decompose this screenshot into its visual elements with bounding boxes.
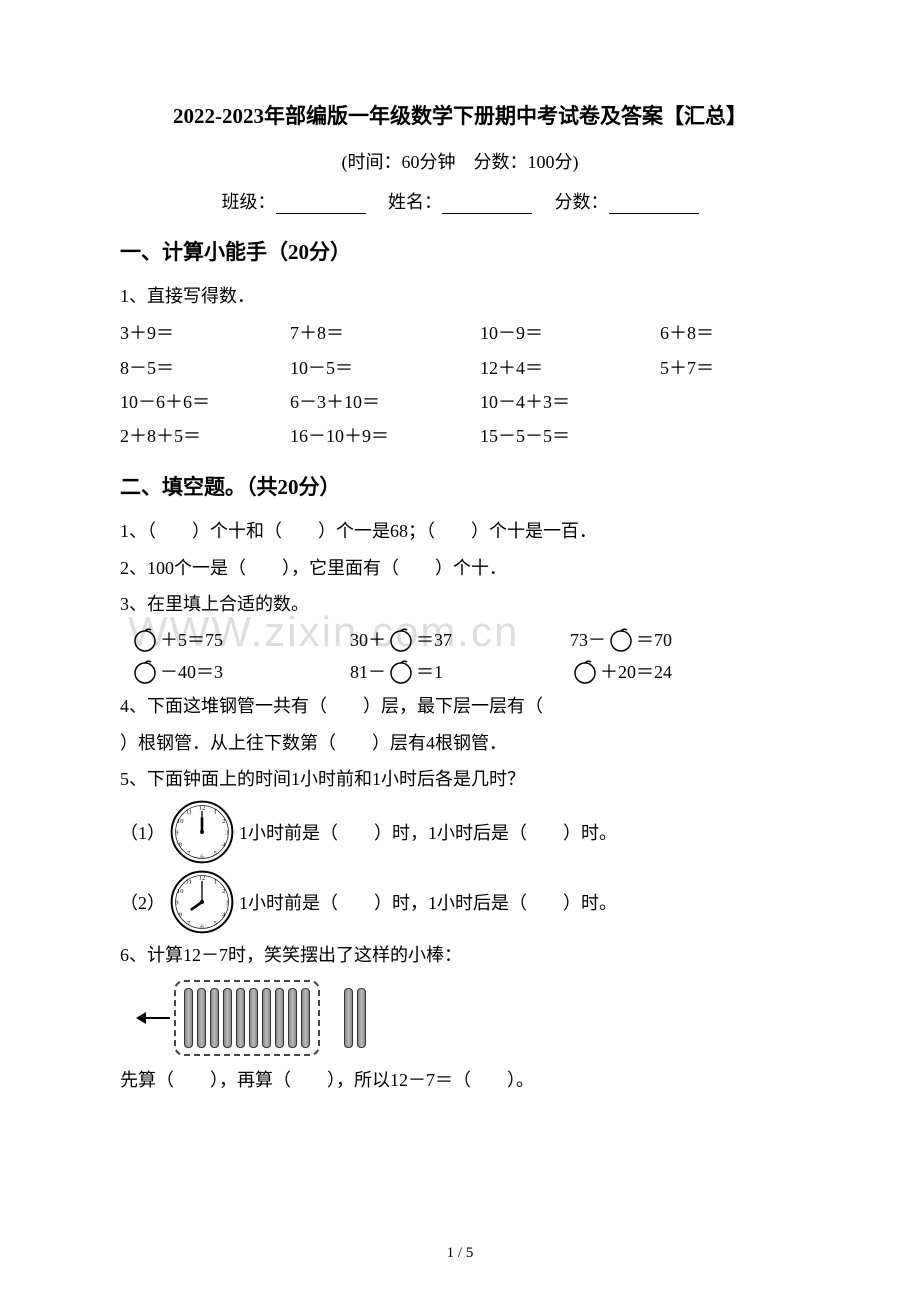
svg-text:1: 1	[214, 809, 217, 816]
stick-icon	[288, 988, 297, 1048]
s2-q6-ans: 先算（ ），再算（ ），所以12－7＝（ ）。	[120, 1064, 800, 1096]
stick-icon	[197, 988, 206, 1048]
svg-text:10: 10	[177, 818, 184, 825]
s2-q5: 5、下面钟面上的时间1小时前和1小时后各是几时？	[120, 763, 800, 795]
q5-1-text: 1小时前是（ ）时，1小时后是（ ）时。	[239, 819, 617, 845]
clock-icon-12: 1212 345 678 91011	[169, 799, 235, 865]
apple-icon	[572, 658, 598, 684]
eq-post: ＝70	[636, 626, 672, 652]
page-number: 1 / 5	[0, 1245, 920, 1262]
arith-cell: 10－4＋3＝	[480, 385, 660, 419]
arrow-left-icon	[136, 1010, 170, 1026]
name-label: 姓名：	[388, 192, 442, 212]
sticks-box	[174, 980, 320, 1056]
arith-cell: 12＋4＝	[480, 351, 660, 385]
s2-q4-line1: 4、下面这堆钢管一共有（ ）层，最下层一层有（	[120, 690, 800, 722]
name-blank[interactable]	[442, 196, 532, 214]
clock-icon-8: 1212 345 678 91011	[169, 869, 235, 935]
svg-text:12: 12	[199, 805, 206, 812]
svg-text:2: 2	[222, 818, 225, 825]
time-score-line: (时间：60分钟 分数：100分)	[120, 148, 800, 174]
svg-text:1: 1	[214, 879, 217, 886]
apple-icon	[388, 626, 414, 652]
score-blank[interactable]	[609, 196, 699, 214]
eq-post: ＋5＝75	[160, 626, 223, 652]
info-line: 班级： 姓名： 分数：	[120, 188, 800, 214]
arith-cell: 6＋8＝	[660, 316, 790, 350]
arith-cell: 15－5－5＝	[480, 419, 660, 453]
apple-icon	[608, 626, 634, 652]
stick-icon	[236, 988, 245, 1048]
arith-cell: 10－9＝	[480, 316, 660, 350]
stick-icon	[249, 988, 258, 1048]
eq-post: ＝37	[416, 626, 452, 652]
class-blank[interactable]	[276, 196, 366, 214]
arith-row: 10－6＋6＝ 6－3＋10＝ 10－4＋3＝	[120, 385, 800, 419]
q5-2-text: 1小时前是（ ）时，1小时后是（ ）时。	[239, 889, 617, 915]
stick-icon	[275, 988, 284, 1048]
arith-cell: 7＋8＝	[290, 316, 480, 350]
q1-label: 1、直接写得数．	[120, 280, 800, 312]
arith-cell: 16－10＋9＝	[290, 419, 480, 453]
eq-post: ＋20＝24	[600, 658, 672, 684]
s2-q3: 3、在里填上合适的数。	[120, 588, 800, 620]
apple-icon	[132, 658, 158, 684]
q5-2-label: （2）	[120, 889, 165, 915]
arith-cell: 10－6＋6＝	[120, 385, 290, 419]
apple-icon	[388, 658, 414, 684]
arith-cell: 10－5＝	[290, 351, 480, 385]
stick-icon	[210, 988, 219, 1048]
stick-icon	[344, 988, 353, 1048]
loose-sticks	[344, 988, 366, 1048]
stick-icon	[223, 988, 232, 1048]
clock-row-1: （1） 1212 345 678 91011 1小时前是（ ）时，1小时后是（ …	[120, 799, 800, 865]
s2-q6: 6、计算12－7时，笑笑摆出了这样的小棒：	[120, 939, 800, 971]
arith-row: 8－5＝ 10－5＝ 12＋4＝ 5＋7＝	[120, 351, 800, 385]
svg-text:10: 10	[177, 888, 184, 895]
stick-icon	[184, 988, 193, 1048]
eq-pre: 81－	[350, 658, 386, 684]
eq-row: ＋5＝75 30＋ ＝37 73－ ＝70	[120, 626, 800, 652]
arith-cell: 2＋8＋5＝	[120, 419, 290, 453]
arith-cell: 8－5＝	[120, 351, 290, 385]
eq-post: ＝1	[416, 658, 443, 684]
svg-text:2: 2	[222, 888, 225, 895]
sticks-diagram	[136, 980, 800, 1056]
svg-text:12: 12	[199, 875, 206, 882]
arith-cell: 5＋7＝	[660, 351, 790, 385]
eq-post: －40＝3	[160, 658, 223, 684]
section2-header: 二、填空题。（共20分）	[120, 471, 800, 501]
s2-q1: 1、（ ）个十和（ ）个一是68；（ ）个十是一百．	[120, 515, 800, 547]
svg-text:11: 11	[186, 879, 192, 886]
q5-1-label: （1）	[120, 819, 165, 845]
clock-row-2: （2） 1212 345 678 91011 1小时前是（ ）时，1小时后是（ …	[120, 869, 800, 935]
section1-header: 一、计算小能手（20分）	[120, 236, 800, 266]
eq-pre: 30＋	[350, 626, 386, 652]
arith-row: 3＋9＝ 7＋8＝ 10－9＝ 6＋8＝	[120, 316, 800, 350]
stick-icon	[301, 988, 310, 1048]
s2-q2: 2、100个一是（ ），它里面有（ ）个十．	[120, 552, 800, 584]
score-label: 分数：	[555, 192, 609, 212]
arith-row: 2＋8＋5＝ 16－10＋9＝ 15－5－5＝	[120, 419, 800, 453]
arith-cell: 3＋9＝	[120, 316, 290, 350]
svg-text:11: 11	[186, 809, 192, 816]
eq-row: －40＝3 81－ ＝1 ＋20＝24	[120, 658, 800, 684]
arith-cell	[660, 385, 790, 419]
arith-cell: 6－3＋10＝	[290, 385, 480, 419]
apple-icon	[132, 626, 158, 652]
page-title: 2022-2023年部编版一年级数学下册期中考试卷及答案【汇总】	[120, 100, 800, 130]
stick-icon	[357, 988, 366, 1048]
class-label: 班级：	[222, 192, 276, 212]
s2-q4-line2: ）根钢管．从上往下数第（ ）层有4根钢管．	[120, 727, 800, 759]
stick-icon	[262, 988, 271, 1048]
eq-pre: 73－	[570, 626, 606, 652]
arith-cell	[660, 419, 790, 453]
